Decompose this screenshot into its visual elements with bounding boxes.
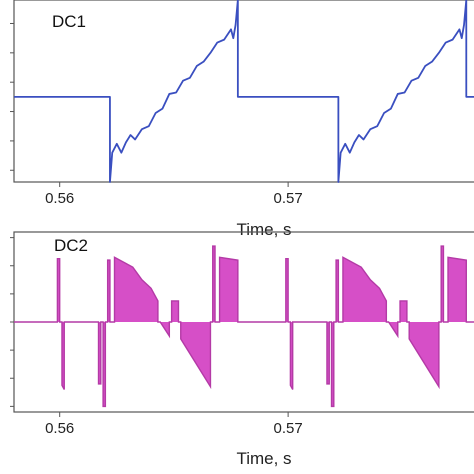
dc1-panel: DC1 Time, s 0.56 0.57 bbox=[10, 0, 474, 239]
dc1-x-tick-label: 0.57 bbox=[274, 190, 303, 207]
dc2-area-fill bbox=[14, 246, 474, 407]
dc2-series-line bbox=[14, 245, 474, 408]
dc1-x-axis-label: Time, s bbox=[236, 220, 291, 239]
dc2-x-tick-label: 0.57 bbox=[274, 420, 303, 437]
dc1-series-line bbox=[14, 0, 474, 183]
dc2-x-axis-label: Time, s bbox=[236, 449, 291, 468]
dc1-x-tick-label: 0.56 bbox=[45, 190, 74, 207]
dc2-x-tick-label: 0.56 bbox=[45, 420, 74, 437]
dc1-plot-frame bbox=[13, 0, 474, 183]
dc2-title: DC2 bbox=[54, 236, 88, 255]
dc1-title: DC1 bbox=[52, 12, 86, 31]
dc2-panel: DC2 Time, s 0.56 0.57 bbox=[10, 231, 474, 468]
